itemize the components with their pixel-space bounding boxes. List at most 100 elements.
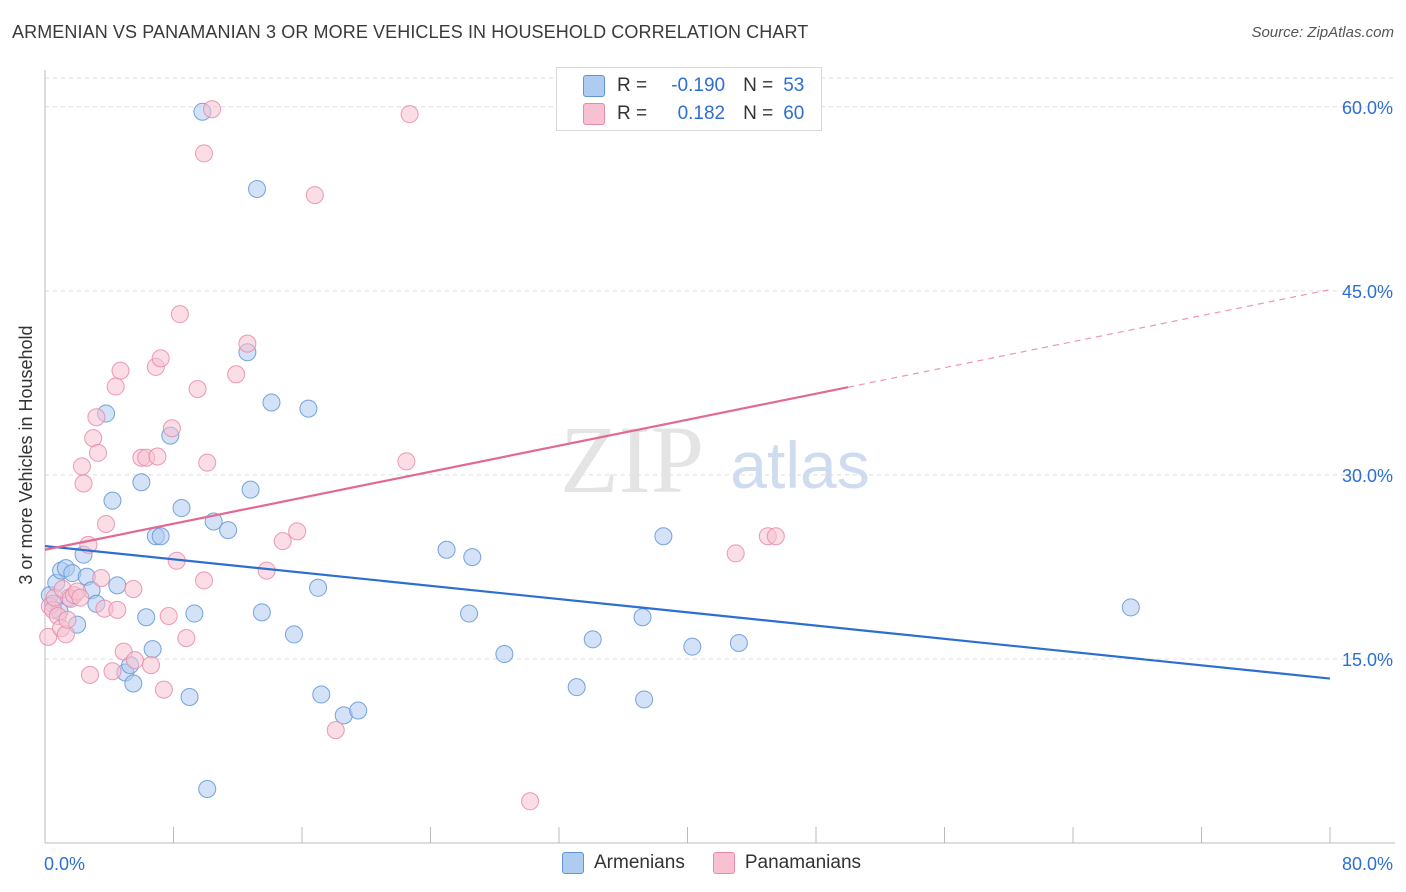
x-tick-label: 0.0% <box>44 854 85 874</box>
armenian-point <box>151 527 170 546</box>
watermark-atlas: atlas <box>730 428 869 502</box>
panamanian-point <box>154 680 173 699</box>
armenian-point <box>583 630 602 649</box>
chart-title: ARMENIAN VS PANAMANIAN 3 OR MORE VEHICLE… <box>12 22 809 42</box>
panamanian-point <box>39 627 58 646</box>
armenian-point <box>124 674 143 693</box>
panamanian-point <box>195 144 214 163</box>
panamanian-point <box>305 186 324 205</box>
panamanian-point <box>227 365 246 384</box>
panamanian-point <box>151 349 170 368</box>
armenian-point <box>729 634 748 653</box>
panamanians-trend-extension <box>848 289 1331 388</box>
panamanian-point <box>397 452 416 471</box>
armenian-point <box>463 548 482 567</box>
tick-labels: 15.0% 30.0% 45.0% 60.0% 0.0% 80.0% <box>44 98 1393 874</box>
panamanian-point <box>108 600 127 619</box>
panamanian-point <box>80 665 99 684</box>
panamanian-point <box>195 571 214 590</box>
legend-item-panamanians: Panamanians <box>712 852 862 874</box>
panamanian-point <box>400 105 419 124</box>
panamanian-point <box>72 457 91 476</box>
armenian-point <box>437 540 456 559</box>
legend-label-armenians: Armenians <box>594 852 685 873</box>
trend-lines <box>44 289 1331 680</box>
armenian-point <box>219 521 238 540</box>
panamanian-point <box>124 580 143 599</box>
armenian-point <box>349 701 368 720</box>
armenian-point <box>262 393 281 412</box>
y-axis-label: 3 or more Vehicles in Household <box>16 325 36 584</box>
armenian-point <box>635 690 654 709</box>
legend-row-panamanians: R = 0.182 N = 60 <box>583 100 804 128</box>
y-tick-label: 60.0% <box>1342 98 1393 118</box>
armenian-point <box>633 608 652 627</box>
watermark-zip: ZIP <box>560 406 704 513</box>
armenians-n-value: 53 <box>783 75 805 96</box>
panamanian-point <box>89 443 108 462</box>
panamanian-point <box>170 305 189 324</box>
panamanian-point <box>177 629 196 648</box>
armenian-point <box>241 480 260 499</box>
panamanian-point <box>159 607 178 626</box>
y-tick-label: 30.0% <box>1342 466 1393 486</box>
panamanian-point <box>92 568 111 587</box>
armenian-point <box>567 678 586 697</box>
panamanian-point <box>58 610 77 629</box>
armenian-point <box>108 576 127 595</box>
armenian-point <box>284 625 303 644</box>
panamanian-point <box>198 453 217 472</box>
armenian-point <box>654 527 673 546</box>
y-tick-label: 45.0% <box>1342 282 1393 302</box>
panamanian-point <box>203 100 222 119</box>
data-points <box>39 100 1140 811</box>
armenian-point <box>460 604 479 623</box>
armenian-point <box>312 685 331 704</box>
panamanian-point <box>521 792 540 811</box>
series-legend: Armenians Panamanians <box>562 852 889 874</box>
panamanians-swatch <box>583 103 605 125</box>
legend-item-armenians: Armenians <box>562 852 685 874</box>
armenians-swatch <box>583 75 605 97</box>
panamanian-point <box>726 544 745 563</box>
armenian-point <box>172 499 191 518</box>
n-label: N = <box>743 75 774 96</box>
panamanian-point <box>238 334 257 353</box>
armenian-point <box>180 687 199 706</box>
armenian-point <box>299 399 318 418</box>
armenian-point <box>198 780 217 799</box>
panamanian-point <box>74 474 93 493</box>
panamanian-point <box>87 408 106 427</box>
armenian-point <box>137 608 156 627</box>
source-credit: Source: ZipAtlas.com <box>1251 24 1394 41</box>
panamanian-point <box>71 588 90 607</box>
panamanian-point <box>326 721 345 740</box>
panamanians-r-value: 0.182 <box>677 103 726 124</box>
armenian-point <box>252 603 271 622</box>
panamanian-point <box>188 380 207 399</box>
armenians-swatch <box>562 852 584 874</box>
panamanian-point <box>288 522 307 541</box>
panamanians-swatch <box>712 852 735 874</box>
armenians-trend-line <box>44 544 1331 680</box>
panamanian-point <box>125 651 144 670</box>
panamanian-point <box>273 532 292 551</box>
panamanian-point <box>162 419 181 438</box>
watermark: ZIP atlas <box>560 406 870 513</box>
n-label: N = <box>743 103 774 124</box>
correlation-legend: R = -0.190 N = 53 R = 0.182 N = 60 <box>556 67 822 131</box>
panamanians-n-value: 60 <box>783 103 805 124</box>
armenian-point <box>132 473 151 492</box>
r-label: R = <box>617 103 648 124</box>
armenian-point <box>309 578 328 597</box>
panamanian-point <box>148 447 167 466</box>
panamanian-point <box>111 361 130 380</box>
grid-lines <box>45 77 1395 660</box>
legend-label-panamanians: Panamanians <box>744 852 862 873</box>
armenian-point <box>185 604 204 623</box>
r-label: R = <box>617 75 648 96</box>
armenian-point <box>1121 598 1140 617</box>
panamanian-point <box>97 514 116 533</box>
legend-row-armenians: R = -0.190 N = 53 <box>583 72 804 100</box>
